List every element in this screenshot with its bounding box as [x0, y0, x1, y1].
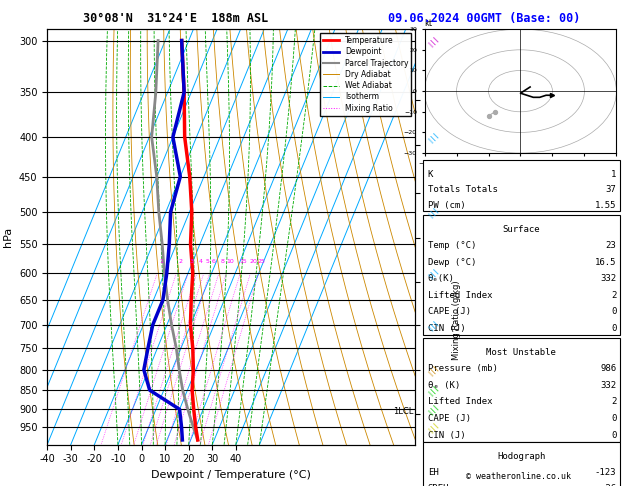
- Text: 4: 4: [198, 260, 203, 264]
- X-axis label: Dewpoint / Temperature (°C): Dewpoint / Temperature (°C): [151, 470, 311, 480]
- Text: 1: 1: [611, 170, 616, 179]
- Text: CAPE (J): CAPE (J): [428, 414, 470, 423]
- Text: 16.5: 16.5: [595, 258, 616, 267]
- Text: |||: |||: [426, 420, 440, 434]
- Y-axis label: hPa: hPa: [3, 227, 13, 247]
- Text: Surface: Surface: [503, 225, 540, 234]
- Text: 23: 23: [606, 241, 616, 250]
- Text: 10: 10: [226, 260, 233, 264]
- Y-axis label: km
ASL: km ASL: [447, 226, 465, 248]
- Text: CIN (J): CIN (J): [428, 431, 465, 440]
- Text: Pressure (mb): Pressure (mb): [428, 364, 498, 373]
- Text: -123: -123: [595, 468, 616, 477]
- Text: kt: kt: [425, 19, 433, 28]
- Text: 332: 332: [600, 274, 616, 283]
- Text: EH: EH: [428, 468, 438, 477]
- Text: 2: 2: [178, 260, 182, 264]
- Text: 986: 986: [600, 364, 616, 373]
- Text: 15: 15: [240, 260, 248, 264]
- Point: [484, 112, 494, 120]
- Text: |||: |||: [426, 402, 440, 417]
- Text: 0: 0: [611, 307, 616, 316]
- Text: 30°08'N  31°24'E  188m ASL: 30°08'N 31°24'E 188m ASL: [84, 12, 269, 25]
- Text: Dewp (°C): Dewp (°C): [428, 258, 476, 267]
- Text: |||: |||: [426, 130, 440, 144]
- Text: 0: 0: [611, 414, 616, 423]
- Text: |||: |||: [426, 205, 440, 219]
- Text: |||: |||: [426, 266, 440, 280]
- Text: |||: |||: [426, 363, 440, 377]
- Text: 0: 0: [611, 431, 616, 440]
- Text: 25: 25: [258, 260, 266, 264]
- Text: Mixing Ratio (g/kg): Mixing Ratio (g/kg): [452, 280, 460, 360]
- Text: |||: |||: [426, 383, 440, 397]
- Text: © weatheronline.co.uk: © weatheronline.co.uk: [467, 472, 571, 481]
- Text: 2: 2: [611, 291, 616, 300]
- Text: 37: 37: [606, 185, 616, 194]
- Text: 1LCL: 1LCL: [393, 407, 413, 416]
- Text: θₑ(K): θₑ(K): [428, 274, 455, 283]
- Text: 0: 0: [611, 324, 616, 333]
- Text: Lifted Index: Lifted Index: [428, 291, 493, 300]
- Text: 3: 3: [190, 260, 194, 264]
- Text: SREH: SREH: [428, 484, 449, 486]
- Text: θₑ (K): θₑ (K): [428, 381, 460, 390]
- Text: Most Unstable: Most Unstable: [486, 347, 556, 357]
- Text: CIN (J): CIN (J): [428, 324, 465, 333]
- Text: Hodograph: Hodograph: [497, 452, 545, 461]
- Text: Lifted Index: Lifted Index: [428, 398, 493, 406]
- Text: 2: 2: [611, 398, 616, 406]
- Text: 20: 20: [250, 260, 258, 264]
- Text: 1: 1: [159, 260, 163, 264]
- Text: 8: 8: [220, 260, 225, 264]
- Text: -26: -26: [600, 484, 616, 486]
- Text: Temp (°C): Temp (°C): [428, 241, 476, 250]
- Text: Totals Totals: Totals Totals: [428, 185, 498, 194]
- Text: 1.55: 1.55: [595, 201, 616, 209]
- Text: |||: |||: [426, 318, 440, 332]
- Legend: Temperature, Dewpoint, Parcel Trajectory, Dry Adiabat, Wet Adiabat, Isotherm, Mi: Temperature, Dewpoint, Parcel Trajectory…: [320, 33, 411, 116]
- Text: 6: 6: [211, 260, 215, 264]
- Text: 09.06.2024 00GMT (Base: 00): 09.06.2024 00GMT (Base: 00): [388, 12, 581, 25]
- Point: [490, 108, 500, 116]
- Text: |||: |||: [426, 34, 440, 48]
- Text: K: K: [428, 170, 433, 179]
- Text: 332: 332: [600, 381, 616, 390]
- Text: CAPE (J): CAPE (J): [428, 307, 470, 316]
- Text: 5: 5: [206, 260, 209, 264]
- Text: PW (cm): PW (cm): [428, 201, 465, 209]
